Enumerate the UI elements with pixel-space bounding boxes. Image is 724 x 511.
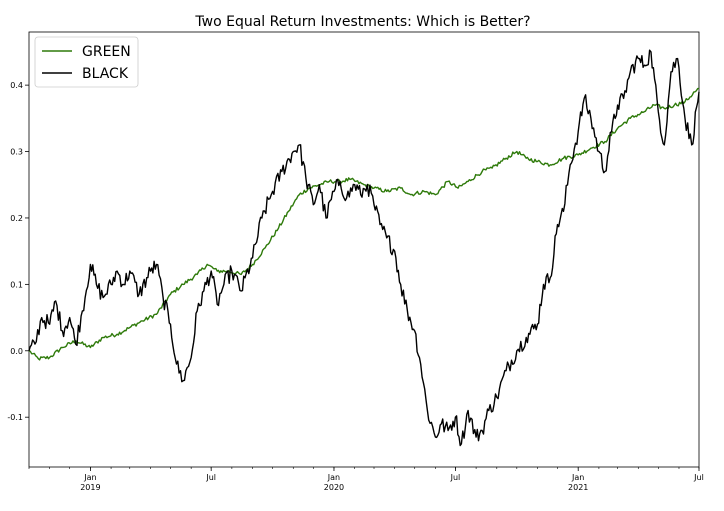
x-tick-label: Jul: [205, 473, 216, 482]
y-tick-label: 0.4: [10, 81, 23, 90]
y-tick-label: 0.0: [10, 347, 23, 356]
x-tick-year-label: 2019: [80, 483, 100, 492]
x-tick-label: Jul: [450, 473, 461, 482]
x-tick-label: Jul: [693, 473, 704, 482]
x-tick-year-label: 2021: [568, 483, 588, 492]
y-axis: -0.1 0.0 0.1 0.2 0.3 0.4: [7, 81, 29, 422]
series-line-black: [28, 49, 700, 447]
legend: GREEN BLACK: [34, 36, 139, 88]
legend-label-green: GREEN: [82, 44, 131, 60]
x-tick-label: Jan: [571, 473, 584, 482]
legend-box: [34, 36, 139, 88]
y-tick-label: -0.1: [7, 413, 23, 422]
x-tick-year-label: 2020: [324, 483, 344, 492]
x-tick-label: Jan: [327, 473, 340, 482]
series-line-green: [28, 87, 700, 361]
chart-title: Two Equal Return Investments: Which is B…: [194, 14, 530, 30]
x-tick-label: Jan: [83, 473, 96, 482]
y-tick-label: 0.2: [10, 214, 23, 223]
series-lines: [28, 49, 700, 447]
plot-frame: [28, 31, 700, 468]
y-tick-label: 0.3: [10, 148, 23, 157]
legend-label-black: BLACK: [82, 66, 129, 82]
y-tick-label: 0.1: [10, 280, 23, 289]
